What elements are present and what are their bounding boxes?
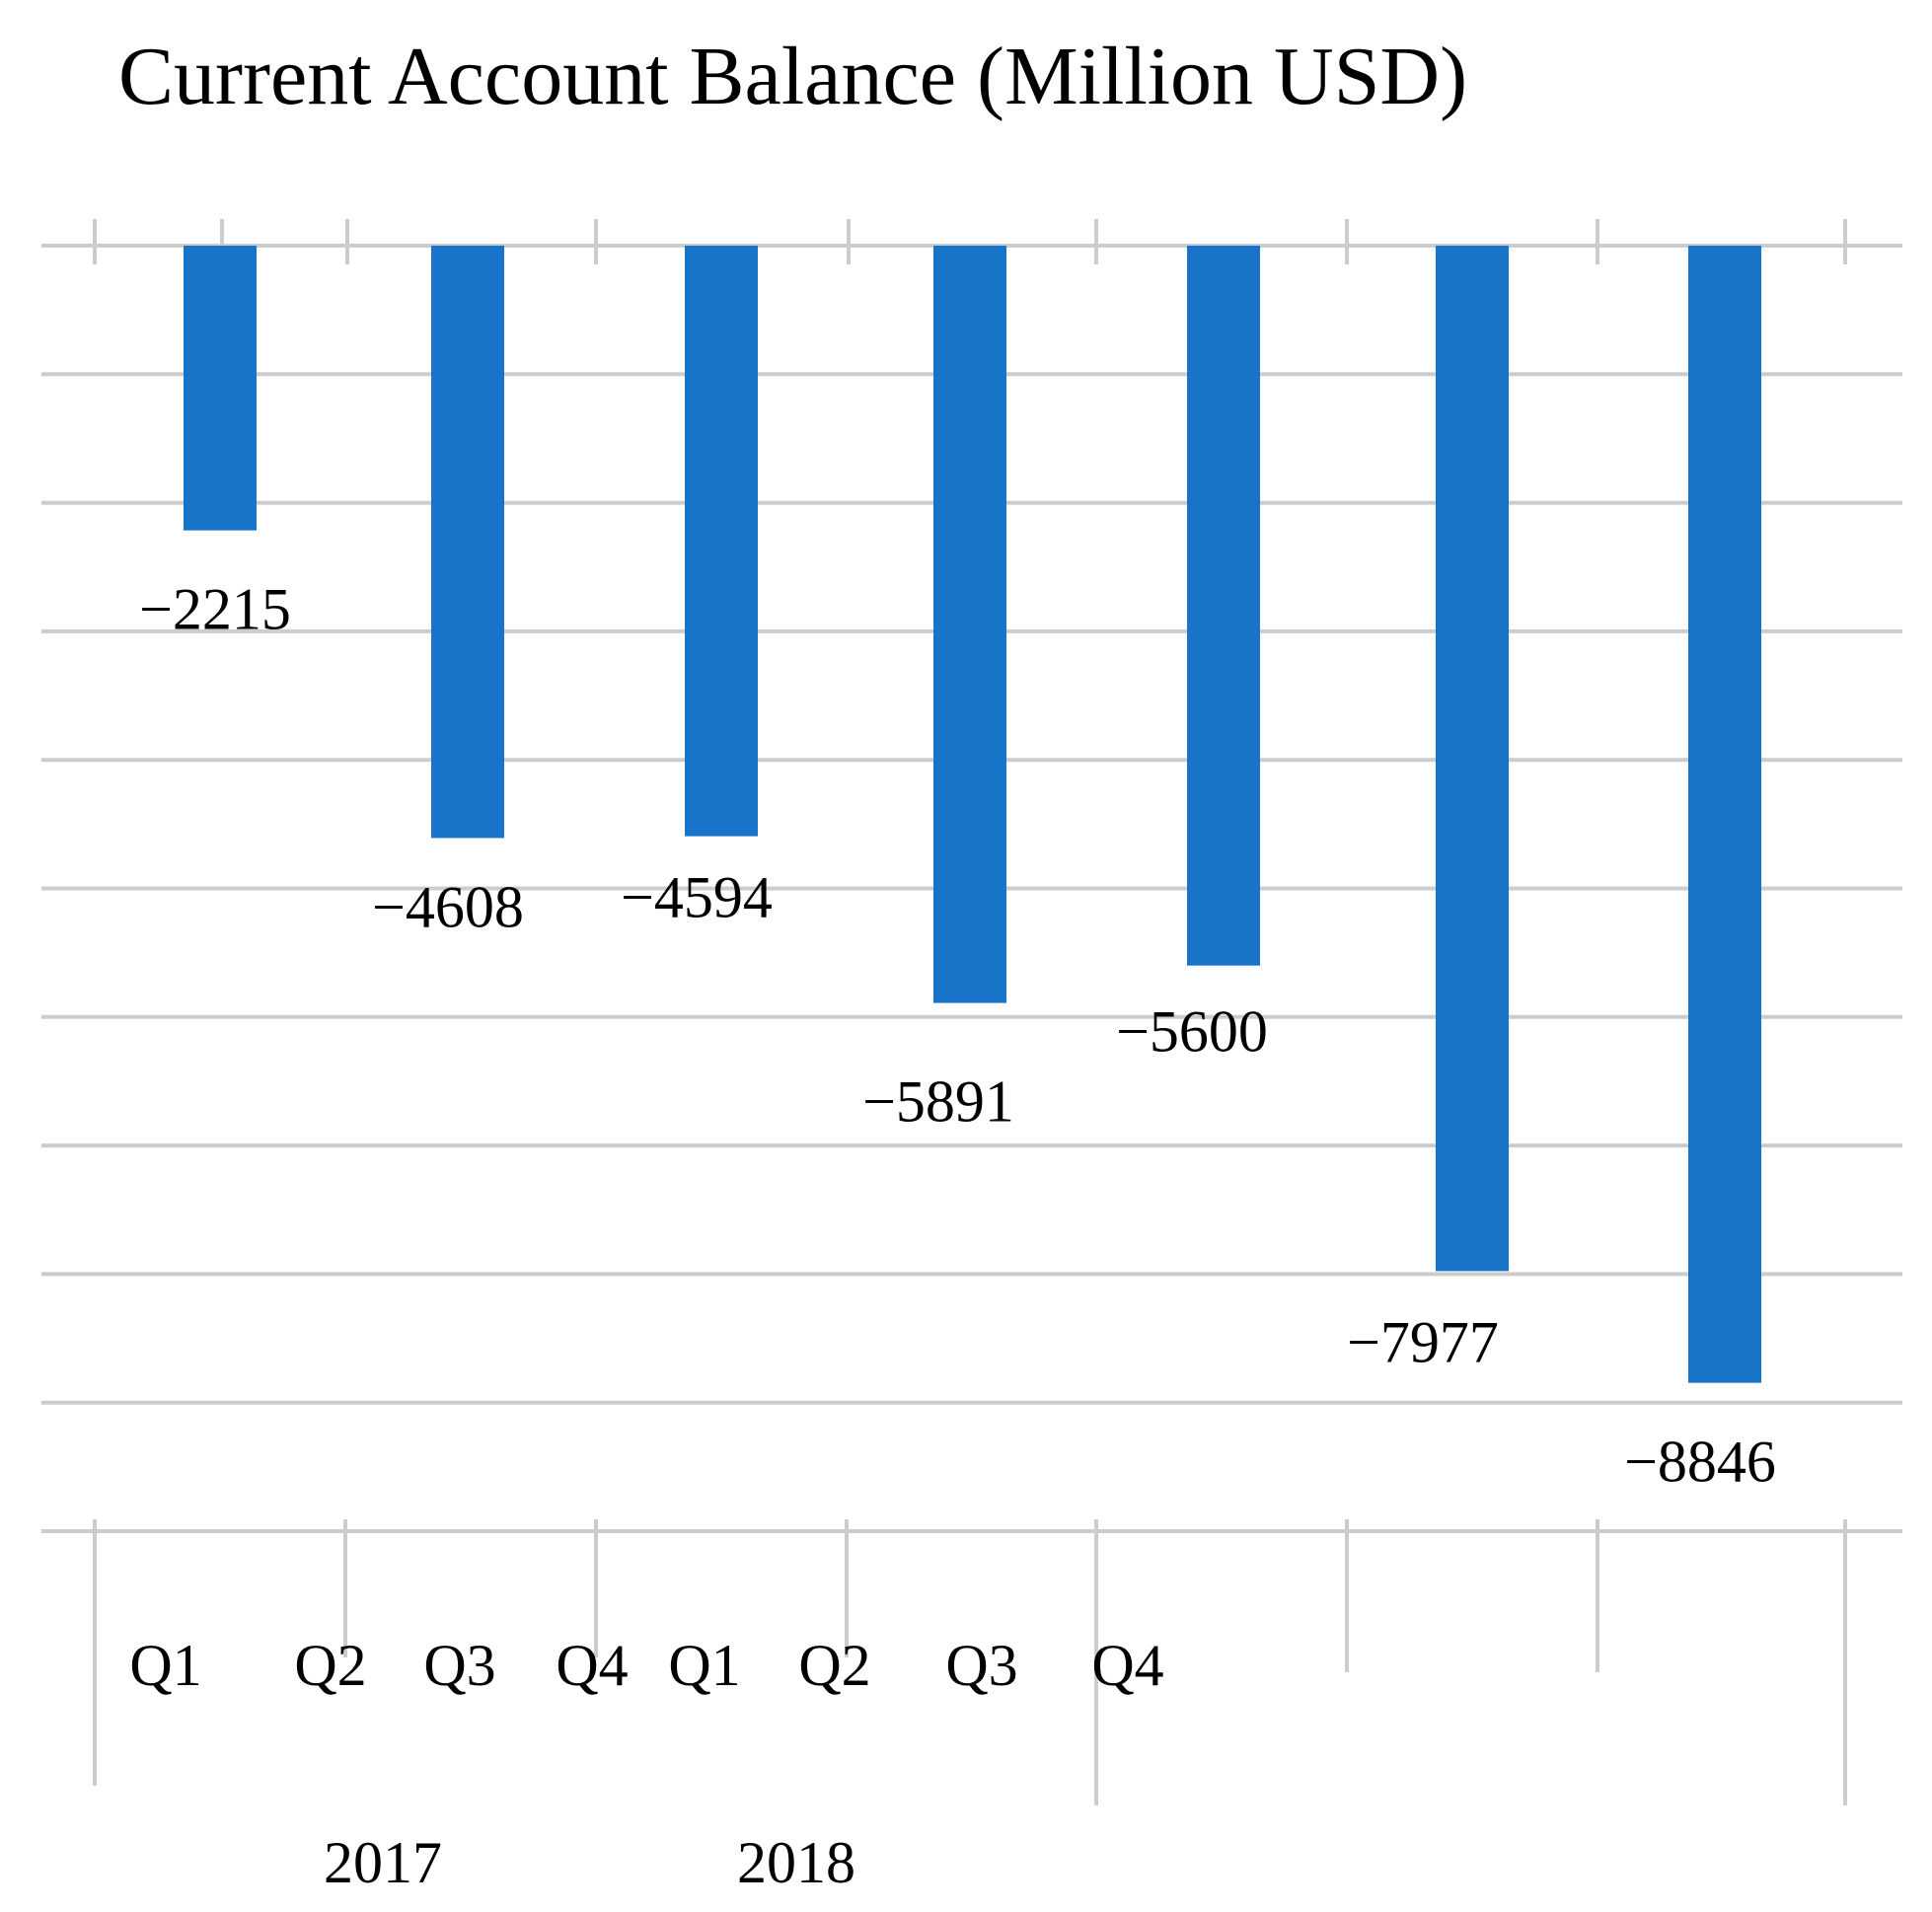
chart-title: Current Account Balance (Million USD) bbox=[118, 31, 1467, 122]
data-label: −5891 bbox=[862, 1069, 1014, 1135]
x-tick-label: Q1 bbox=[668, 1633, 740, 1698]
x-tick-labels: Q1 Q2 Q3 Q4 Q1 Q2 Q3 Q4 bbox=[129, 1633, 1163, 1698]
x-tick-label: Q1 bbox=[129, 1633, 201, 1698]
bar bbox=[685, 246, 758, 837]
bar bbox=[431, 246, 504, 839]
x-tick-label: Q2 bbox=[798, 1633, 870, 1698]
bar bbox=[933, 246, 1006, 1003]
bars bbox=[184, 246, 1761, 1383]
data-label: −4594 bbox=[621, 865, 773, 930]
data-label: −7977 bbox=[1347, 1309, 1499, 1374]
x-group-label: 2017 bbox=[324, 1830, 442, 1895]
data-label: −5600 bbox=[1116, 999, 1268, 1065]
x-tick-label: Q3 bbox=[945, 1633, 1017, 1698]
data-label: −4608 bbox=[372, 874, 524, 939]
bar bbox=[184, 246, 257, 531]
x-tick-label: Q3 bbox=[423, 1633, 495, 1698]
bar bbox=[1187, 246, 1260, 966]
data-label: −8846 bbox=[1624, 1430, 1776, 1495]
x-group-labels: 2017 2018 bbox=[324, 1830, 855, 1895]
bar bbox=[1688, 246, 1761, 1383]
data-label: −2215 bbox=[139, 577, 291, 642]
axis-ticks bbox=[93, 219, 1847, 1805]
x-group-label: 2018 bbox=[737, 1830, 855, 1895]
bar bbox=[1436, 246, 1509, 1272]
x-tick-label: Q2 bbox=[294, 1633, 366, 1698]
x-tick-label: Q4 bbox=[1091, 1633, 1163, 1698]
x-tick-label: Q4 bbox=[556, 1633, 628, 1698]
data-labels: −2215 −4608 −4594 −5891 −5600 −7977 −8846 bbox=[139, 577, 1776, 1495]
